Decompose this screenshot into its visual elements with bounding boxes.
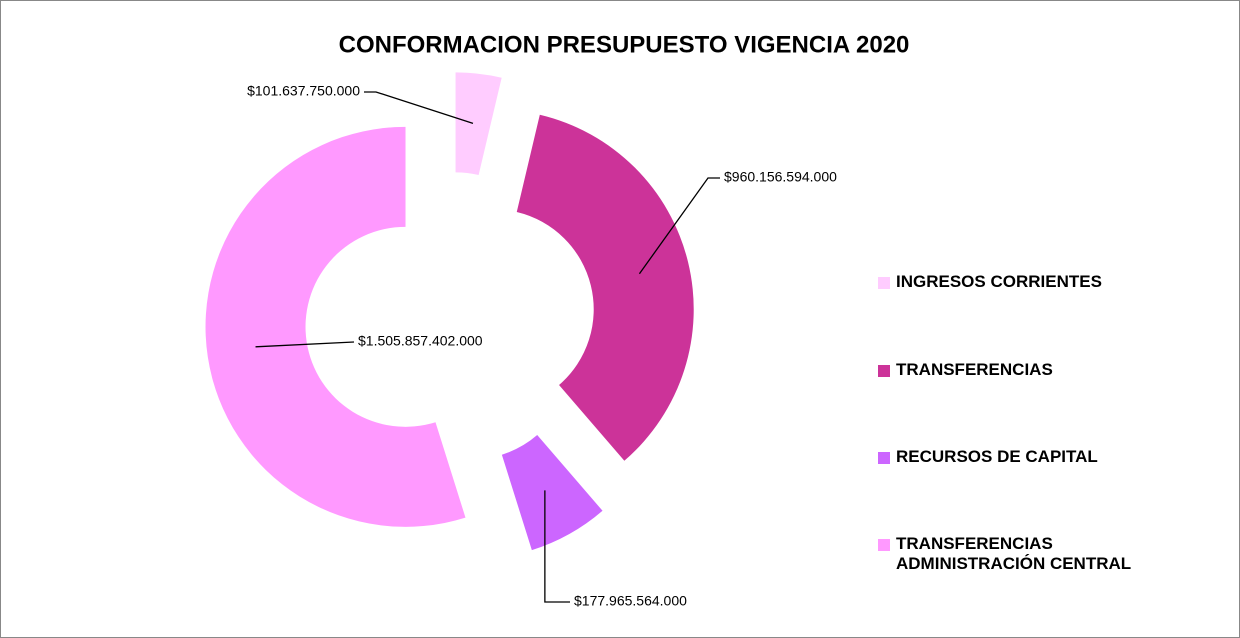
legend-swatch <box>878 452 890 464</box>
legend-item: TRANSFERENCIAS ADMINISTRACIÓN CENTRAL <box>878 534 1176 574</box>
legend-swatch <box>878 277 890 289</box>
legend-label: INGRESOS CORRIENTES <box>896 272 1102 291</box>
leader-line <box>364 91 474 124</box>
data-label: $1.505.857.402.000 <box>358 333 483 349</box>
legend-item: TRANSFERENCIAS <box>878 360 1176 380</box>
legend-label: TRANSFERENCIAS <box>896 360 1053 379</box>
data-label: $960.156.594.000 <box>724 169 837 185</box>
data-label: $177.965.564.000 <box>574 593 687 609</box>
legend-label: RECURSOS DE CAPITAL <box>896 447 1098 466</box>
leader-line <box>544 490 570 603</box>
leader-line <box>638 177 720 275</box>
legend-label: TRANSFERENCIAS ADMINISTRACIÓN CENTRAL <box>896 534 1132 573</box>
donut-slice <box>455 72 502 176</box>
donut-slice <box>205 126 466 527</box>
data-label: $101.637.750.000 <box>247 83 360 99</box>
legend-item: INGRESOS CORRIENTES <box>878 272 1176 292</box>
legend-item: RECURSOS DE CAPITAL <box>878 447 1176 467</box>
donut-slice <box>516 114 694 461</box>
legend-swatch <box>878 539 890 551</box>
leader-line <box>255 341 355 348</box>
donut-slice <box>501 435 603 551</box>
chart-title: CONFORMACION PRESUPUESTO VIGENCIA 2020 <box>339 31 910 58</box>
legend-swatch <box>878 365 890 377</box>
